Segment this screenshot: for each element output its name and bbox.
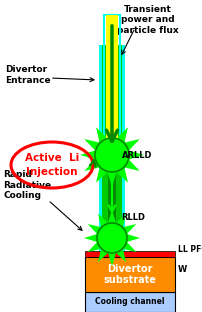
Polygon shape [108, 210, 116, 224]
Text: Active  Li: Active Li [25, 153, 79, 163]
Bar [85, 257, 175, 292]
Polygon shape [116, 167, 128, 183]
Bar [85, 251, 175, 257]
Text: Divertor
Entrance: Divertor Entrance [5, 65, 51, 85]
Bar [99, 45, 125, 252]
Bar [106, 15, 118, 160]
Text: Divertor
substrate: Divertor substrate [104, 264, 156, 285]
Polygon shape [84, 139, 100, 151]
Polygon shape [98, 248, 108, 262]
Text: ARLLD: ARLLD [122, 150, 153, 159]
Polygon shape [107, 171, 117, 187]
Polygon shape [128, 150, 144, 160]
Text: RLLD: RLLD [121, 213, 145, 222]
Bar [104, 15, 120, 160]
Text: W: W [178, 265, 187, 274]
Polygon shape [88, 241, 102, 252]
Polygon shape [122, 224, 136, 234]
Polygon shape [96, 167, 108, 183]
Polygon shape [96, 127, 108, 143]
Polygon shape [80, 150, 96, 160]
Text: Injection: Injection [26, 167, 78, 177]
Bar [102, 45, 122, 252]
Bar [108, 45, 116, 252]
Polygon shape [126, 234, 140, 242]
Polygon shape [116, 127, 128, 143]
Polygon shape [116, 248, 126, 262]
Circle shape [97, 223, 127, 253]
Polygon shape [124, 139, 140, 151]
Polygon shape [124, 159, 140, 171]
Polygon shape [108, 252, 116, 266]
Text: Cooling channel: Cooling channel [95, 298, 165, 306]
Polygon shape [122, 241, 136, 252]
Circle shape [95, 138, 129, 172]
Text: LL PFCS: LL PFCS [178, 245, 202, 253]
Polygon shape [116, 214, 126, 227]
Bar [85, 292, 175, 312]
Polygon shape [88, 224, 102, 234]
Polygon shape [84, 159, 100, 171]
Polygon shape [107, 123, 117, 139]
Polygon shape [84, 234, 98, 242]
Text: Transient
power and
particle flux: Transient power and particle flux [117, 5, 179, 35]
Polygon shape [98, 214, 108, 227]
Text: Rapid
Radiative
Cooling: Rapid Radiative Cooling [3, 170, 51, 200]
